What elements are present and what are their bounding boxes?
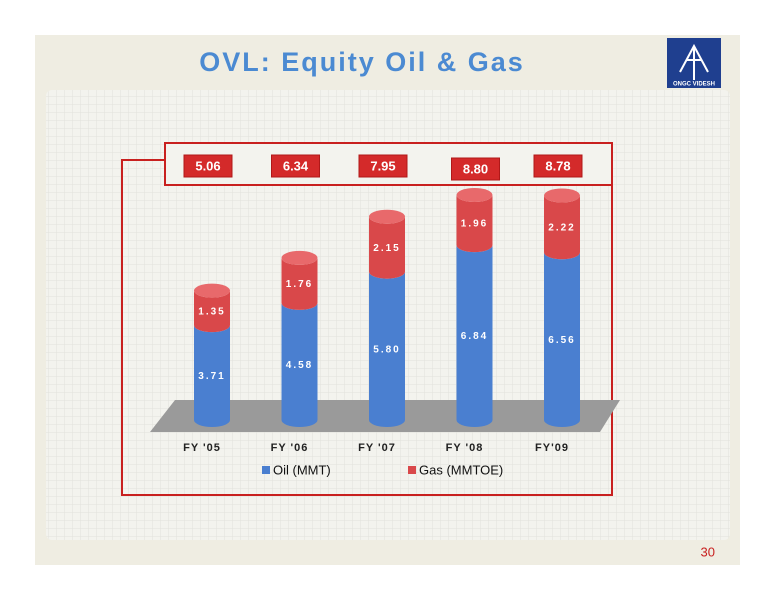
x-tick-label: FY '08: [446, 442, 484, 454]
total-box: [358, 154, 408, 178]
bar-segment: [544, 252, 580, 427]
logo: ONGC VIDESH: [667, 38, 721, 88]
total-label: 7.95: [370, 158, 395, 173]
data-label: 6.56: [548, 335, 575, 346]
data-label: 3.71: [198, 371, 225, 382]
bar-segment: [544, 195, 580, 260]
total-label: 6.34: [283, 158, 309, 173]
bar-segment: [281, 257, 318, 310]
bar-segment: [194, 290, 230, 333]
cylinder-top: [544, 188, 580, 203]
logo-emblem: [679, 43, 709, 80]
total-label: 8.78: [545, 158, 570, 173]
data-label: 1.96: [461, 219, 488, 230]
total-label: 8.80: [463, 161, 488, 176]
bar-segment: [456, 195, 493, 253]
legend-swatch: [262, 466, 270, 474]
total-box: [451, 157, 500, 181]
data-label: 6.84: [461, 331, 488, 342]
chart: 3.71 1.35 FY '05 5.06 4.58 1.76 FY '06 6.34 5.80…: [183, 154, 583, 477]
bar-segment: [369, 271, 405, 427]
data-label: 1.76: [286, 279, 313, 290]
data-label: 4.58: [286, 360, 313, 371]
cylinder-top: [194, 283, 230, 298]
cylinder-top: [369, 209, 405, 224]
bar-segment: [456, 245, 493, 428]
slide-title: OVL: Equity Oil & Gas: [199, 47, 525, 77]
total-box: [271, 154, 320, 178]
logo-text: ONGC VIDESH: [673, 82, 715, 88]
legend-label: Gas (MMTOE): [419, 462, 503, 477]
bar-segment: [194, 325, 230, 427]
data-label: 5.80: [373, 344, 400, 355]
data-label: 1.35: [198, 307, 225, 318]
cylinder-top: [281, 250, 318, 265]
legend-label: Oil (MMT): [273, 462, 331, 477]
data-label: 2.15: [373, 243, 400, 254]
x-tick-label: FY '07: [358, 442, 396, 454]
total-box: [533, 154, 583, 178]
slide-number: 30: [701, 544, 715, 559]
x-tick-label: FY '06: [271, 442, 309, 454]
total-label: 5.06: [195, 158, 220, 173]
legend-swatch: [408, 466, 416, 474]
data-label: 2.22: [548, 223, 575, 234]
x-tick-label: FY'09: [535, 442, 569, 454]
x-tick-label: FY '05: [183, 442, 221, 454]
total-box: [183, 154, 233, 178]
bar-segment: [369, 216, 405, 279]
cylinder-top: [456, 188, 493, 202]
bar-segment: [281, 302, 318, 428]
